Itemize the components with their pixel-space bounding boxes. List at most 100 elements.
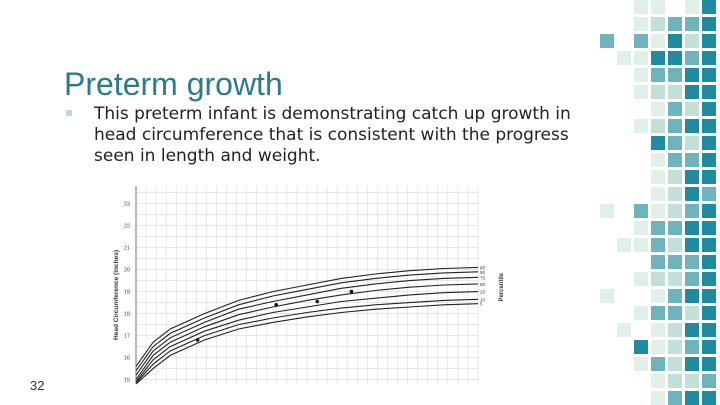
mosaic-tile	[668, 374, 682, 388]
mosaic-tile	[634, 306, 648, 320]
mosaic-tile	[685, 0, 699, 14]
mosaic-tile	[651, 323, 665, 337]
percentile-curve-90	[135, 271, 479, 372]
percentile-curve-95	[135, 266, 479, 367]
mosaic-tile	[702, 119, 716, 133]
mosaic-tile	[685, 153, 699, 167]
mosaic-tile	[702, 68, 716, 82]
mosaic-tile	[685, 136, 699, 150]
mosaic-tile	[668, 238, 682, 252]
slide-title: Preterm growth	[64, 66, 283, 102]
mosaic-tile	[668, 153, 682, 167]
mosaic-tile	[702, 289, 716, 303]
mosaic-tile	[617, 323, 631, 337]
mosaic-tile	[685, 170, 699, 184]
mosaic-tile	[668, 391, 682, 405]
mosaic-tile	[685, 221, 699, 235]
mosaic-tile	[702, 374, 716, 388]
mosaic-tile	[651, 255, 665, 269]
y-tick-label: 16	[124, 356, 130, 362]
mosaic-tile	[600, 204, 614, 218]
mosaic-tile	[634, 34, 648, 48]
mosaic-tile	[668, 289, 682, 303]
mosaic-tile	[651, 204, 665, 218]
percentile-axis-label: Percentile	[499, 272, 505, 301]
mosaic-tile	[651, 17, 665, 31]
mosaic-tile	[702, 204, 716, 218]
mosaic-tile	[668, 340, 682, 354]
mosaic-tile	[685, 187, 699, 201]
mosaic-tile	[651, 340, 665, 354]
mosaic-tile	[617, 51, 631, 65]
mosaic-tile	[668, 85, 682, 99]
mosaic-tile	[634, 17, 648, 31]
bullet-marker-icon	[66, 110, 72, 116]
mosaic-tile	[651, 289, 665, 303]
page-number: 32	[30, 378, 45, 393]
mosaic-tile	[651, 187, 665, 201]
mosaic-tile	[685, 340, 699, 354]
mosaic-tile	[685, 238, 699, 252]
mosaic-tile	[634, 340, 648, 354]
percentile-label: 25	[480, 290, 486, 295]
mosaic-tile	[668, 68, 682, 82]
y-tick-label: 22	[124, 224, 130, 230]
mosaic-tile	[668, 102, 682, 116]
mosaic-tile	[651, 272, 665, 286]
percentile-label: 90	[480, 270, 486, 275]
slide-body-text: This preterm infant is demonstrating cat…	[94, 104, 571, 166]
mosaic-tile	[685, 255, 699, 269]
mosaic-tile	[651, 170, 665, 184]
mosaic-tile	[668, 34, 682, 48]
y-tick-label: 15	[124, 378, 130, 384]
mosaic-tile	[651, 306, 665, 320]
mosaic-tile	[702, 34, 716, 48]
mosaic-tile	[668, 272, 682, 286]
mosaic-tile	[685, 85, 699, 99]
mosaic-tile	[634, 238, 648, 252]
mosaic-tile	[651, 153, 665, 167]
mosaic-tile	[685, 68, 699, 82]
percentile-label: 95	[480, 265, 486, 270]
mosaic-tile	[685, 119, 699, 133]
percentile-label: 10	[480, 297, 486, 302]
mosaic-tile	[702, 85, 716, 99]
mosaic-tile	[702, 187, 716, 201]
mosaic-tile	[702, 306, 716, 320]
mosaic-tile	[600, 289, 614, 303]
mosaic-tile	[600, 34, 614, 48]
measurement-point	[195, 338, 200, 342]
mosaic-tile	[702, 51, 716, 65]
mosaic-tile	[702, 272, 716, 286]
mosaic-tile	[634, 68, 648, 82]
mosaic-tile	[651, 391, 665, 405]
mosaic-tile	[702, 102, 716, 116]
mosaic-tile	[651, 102, 665, 116]
mosaic-tile	[685, 323, 699, 337]
mosaic-tile	[668, 306, 682, 320]
percentile-curve-50	[135, 283, 479, 380]
mosaic-tile	[702, 323, 716, 337]
mosaic-tile	[702, 255, 716, 269]
mosaic-tile	[668, 136, 682, 150]
mosaic-tile	[685, 289, 699, 303]
percentile-label: 50	[480, 282, 486, 287]
y-axis-label: Head Circumference (inches)	[113, 250, 120, 340]
mosaic-tile	[685, 272, 699, 286]
mosaic-tile	[634, 85, 648, 99]
mosaic-tile	[702, 153, 716, 167]
measurement-point	[274, 303, 279, 307]
y-tick-label: 17	[124, 334, 130, 340]
mosaic-tile	[702, 340, 716, 354]
mosaic-tile	[702, 357, 716, 371]
mosaic-tile	[651, 221, 665, 235]
y-tick-label: 21	[124, 246, 130, 252]
mosaic-tile	[634, 51, 648, 65]
percentile-curve-75	[135, 276, 479, 376]
mosaic-tile	[685, 102, 699, 116]
mosaic-tile	[617, 238, 631, 252]
mosaic-tile	[634, 272, 648, 286]
mosaic-tile	[668, 119, 682, 133]
